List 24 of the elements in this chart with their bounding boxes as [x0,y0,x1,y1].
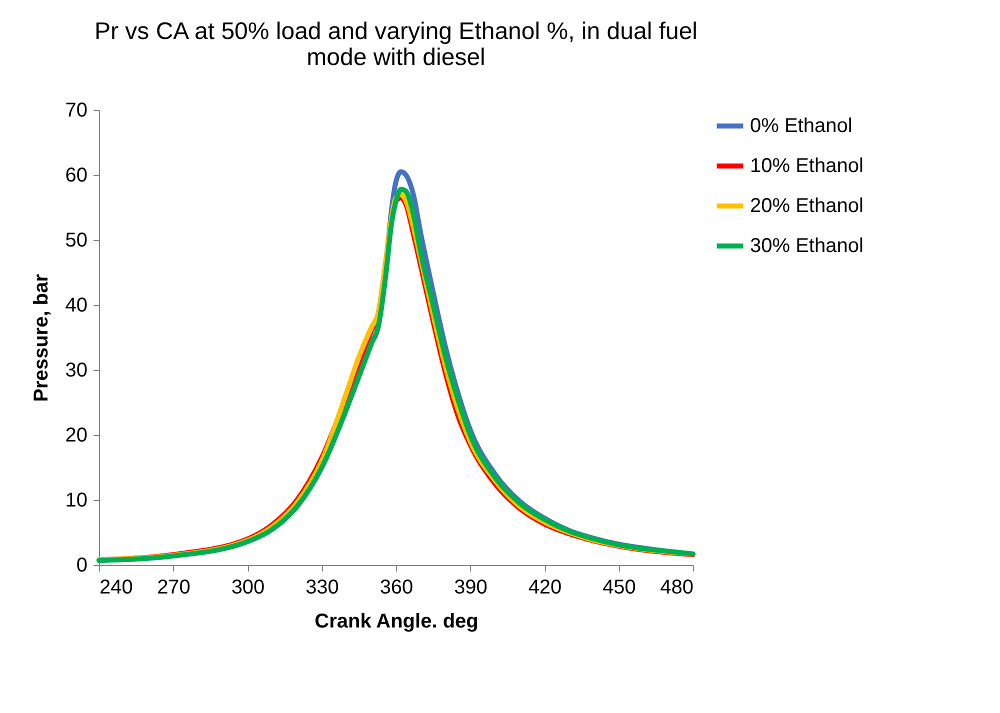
x-axis-title: Crank Angle. deg [314,610,478,632]
x-tick-label: 330 [306,576,339,598]
chart-title: Pr vs CA at 50% load and varying Ethanol %, in dual fuel mode with diesel [94,18,698,71]
x-tick-label: 390 [454,576,488,598]
y-tick-label: 30 [65,360,88,382]
x-tick-label: 420 [528,576,562,598]
x-tick-label: 450 [602,576,636,598]
legend-label: 20% Ethanol [750,195,864,217]
y-tick-label: 40 [65,294,88,316]
y-tick-label: 50 [65,230,88,252]
y-tick-label: 0 [76,554,88,576]
legend-label: 0% Ethanol [750,115,852,137]
x-tick-label: 270 [157,576,190,598]
y-tick-label: 20 [65,424,88,446]
x-tick-label: 360 [380,576,414,598]
y-tick-label: 10 [65,490,88,512]
legend-label: 30% Ethanol [750,235,864,257]
x-tick-label: 240 [100,576,133,598]
x-tick-label: 300 [231,576,265,598]
x-tick-label: 480 [660,576,694,598]
y-tick-label: 70 [65,100,88,122]
legend-label: 10% Ethanol [750,155,864,177]
y-tick-label: 60 [65,164,88,186]
y-axis-title: Pressure, bar [30,274,52,402]
